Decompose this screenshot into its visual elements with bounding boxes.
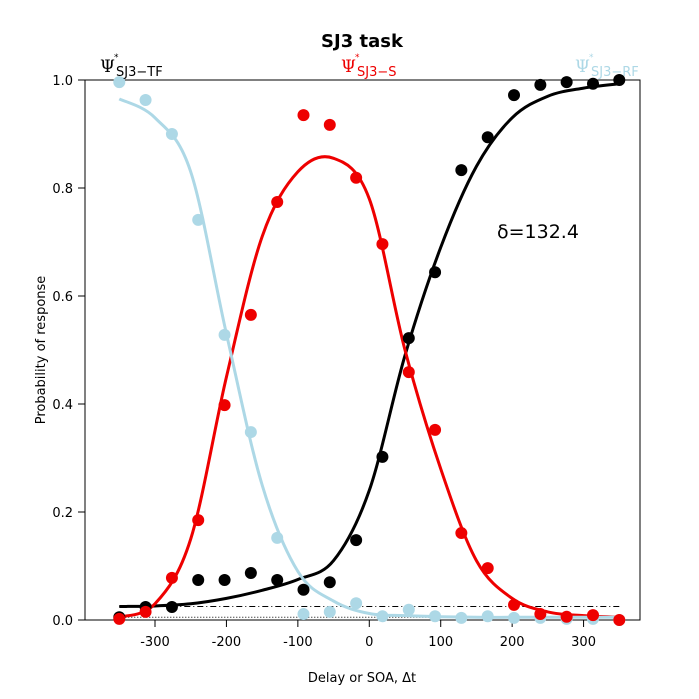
x-tick-label: 0 — [365, 635, 373, 650]
data-point — [297, 608, 310, 621]
data-point — [244, 426, 257, 439]
data-point — [481, 562, 494, 575]
legend-entry: SJ3−S — [357, 65, 397, 80]
data-point — [165, 571, 178, 584]
data-point — [323, 118, 336, 131]
data-point — [323, 605, 336, 618]
data-point — [113, 612, 126, 625]
data-point — [455, 164, 468, 177]
label-sup: * — [355, 53, 360, 63]
data-point — [271, 531, 284, 544]
y-tick-label: 0.6 — [52, 290, 73, 305]
data-point — [429, 266, 442, 279]
data-point — [350, 534, 363, 547]
data-point — [508, 611, 520, 624]
x-tick-label: 200 — [500, 635, 525, 650]
data-point — [560, 76, 573, 89]
data-point — [376, 450, 389, 463]
data-point — [165, 601, 178, 614]
data-point — [192, 574, 205, 587]
data-point — [244, 308, 257, 321]
data-point — [376, 610, 389, 623]
label-symbol: Ψ — [100, 57, 115, 77]
y-tick-label: 0.0 — [52, 614, 73, 629]
data-point — [402, 603, 415, 616]
x-tick-label: 300 — [571, 635, 596, 650]
data-point — [402, 332, 415, 345]
label-symbol: Ψ — [341, 57, 356, 77]
x-axis-label: Delay or SOA, Δt — [308, 671, 416, 686]
data-point — [429, 610, 442, 623]
data-point — [534, 608, 547, 621]
chart-title: SJ3 task — [321, 31, 404, 52]
y-axis-label: Probability of response — [34, 276, 49, 425]
data-point — [350, 171, 363, 184]
data-point — [271, 196, 284, 209]
x-tick-label: -100 — [283, 635, 313, 650]
data-point — [429, 423, 442, 436]
data-point — [587, 609, 599, 622]
fit-curve — [118, 155, 620, 619]
data-point — [192, 213, 205, 226]
x-tick-label: -200 — [212, 635, 242, 650]
y-tick-label: 0.4 — [52, 398, 73, 413]
data-point — [534, 78, 547, 91]
y-tick-label: 1.0 — [52, 74, 73, 89]
data-point — [613, 614, 626, 626]
fit-curve — [118, 97, 620, 619]
data-point — [376, 238, 389, 251]
data-point — [508, 89, 520, 102]
data-point — [323, 576, 336, 589]
data-point — [560, 610, 573, 623]
x-tick-label: -300 — [140, 635, 170, 650]
data-point — [455, 611, 468, 624]
label-sup: * — [589, 53, 594, 63]
data-point — [508, 598, 520, 611]
label-symbol: Ψ — [575, 57, 590, 77]
data-point — [587, 77, 599, 90]
data-point — [297, 583, 310, 596]
series-label: Ψ * SJ3−RF — [575, 53, 639, 80]
data-point — [455, 527, 468, 540]
data-point — [165, 128, 178, 140]
data-point — [139, 93, 152, 106]
y-tick-label: 0.8 — [52, 182, 73, 197]
data-point — [139, 605, 152, 618]
data-point — [481, 610, 494, 623]
data-point — [613, 74, 626, 86]
data-point — [218, 574, 231, 587]
data-point — [218, 328, 231, 341]
data-point — [350, 597, 363, 610]
data-point — [192, 514, 205, 527]
data-point — [481, 131, 494, 144]
data-point — [244, 567, 257, 580]
y-tick-label: 0.2 — [52, 506, 73, 521]
data-point — [297, 109, 310, 122]
data-point — [402, 366, 415, 379]
series-label: Ψ * SJ3−S — [341, 53, 397, 80]
data-point — [218, 399, 231, 412]
legend-entry: SJ3−TF — [116, 65, 163, 80]
plot-frame — [84, 79, 641, 621]
legend-entry: SJ3−RF — [591, 65, 639, 80]
series-label: Ψ * SJ3−TF — [100, 53, 163, 80]
data-point — [271, 574, 284, 587]
data-point — [113, 76, 126, 89]
label-sup: * — [114, 53, 119, 63]
annotation: δ=132.4 — [497, 221, 579, 243]
x-tick-label: 100 — [428, 635, 453, 650]
